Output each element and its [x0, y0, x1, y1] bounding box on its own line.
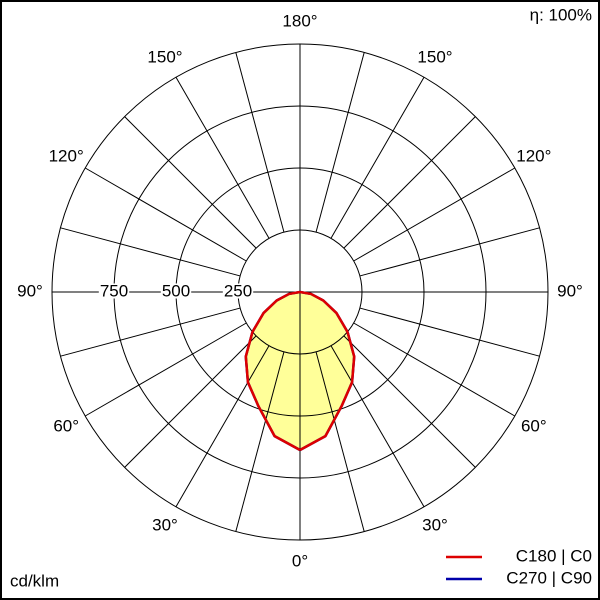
- spoke: [84, 167, 247, 262]
- angle-label: 60°: [521, 416, 547, 435]
- intensity-curve: [244, 290, 301, 452]
- angle-label-bg: [420, 516, 450, 534]
- intensity-curve: [299, 290, 356, 452]
- angle-label-bg: [280, 12, 320, 30]
- ring-label: 500: [162, 281, 190, 300]
- angle-label: 180°: [282, 11, 317, 30]
- angle-label-bg: [289, 552, 311, 570]
- legend-label: C270 | C90: [506, 568, 592, 587]
- curves: [244, 290, 356, 452]
- angle-label-bg: [415, 48, 455, 66]
- legend: C180 | C0 C270 | C90: [446, 546, 592, 587]
- angle-label: 30°: [152, 515, 178, 534]
- angle-label: 150°: [147, 48, 182, 67]
- angle-label-bg: [555, 282, 585, 300]
- angle-label: 60°: [53, 416, 79, 435]
- spoke: [359, 227, 540, 277]
- angle-label: 90°: [557, 281, 583, 300]
- spoke: [343, 335, 476, 468]
- labels: 250 500 750 0° 30° 30° 60° 60° 90° 90° 120° 120° 150…: [15, 11, 585, 570]
- angle-label: 120°: [516, 146, 551, 165]
- ring-label-bg: [98, 283, 130, 299]
- angle-label-bg: [518, 417, 549, 435]
- angle-label: 30°: [422, 515, 448, 534]
- ring-label-bg: [222, 283, 254, 299]
- spoke: [84, 322, 247, 417]
- efficiency-note: η: 100%: [530, 5, 592, 24]
- legend-label: C180 | C0: [516, 546, 592, 565]
- spoke: [330, 345, 425, 508]
- angle-label-bg: [51, 417, 82, 435]
- spoke: [315, 52, 365, 233]
- ring-label-bg: [160, 283, 192, 299]
- spoke: [124, 116, 257, 249]
- spoke: [235, 52, 285, 233]
- spoke: [60, 227, 241, 277]
- spoke: [315, 351, 365, 532]
- spoke: [175, 345, 270, 508]
- unit-label: cd/klm: [10, 571, 59, 590]
- ring-label: 250: [224, 281, 252, 300]
- angle-label: 150°: [417, 48, 452, 67]
- spoke: [330, 76, 425, 239]
- spoke: [359, 307, 540, 357]
- angle-label-bg: [15, 282, 45, 300]
- angle-label: 90°: [17, 281, 43, 300]
- outer-ring: [51, 43, 549, 541]
- ring-label: 750: [100, 281, 128, 300]
- spoke: [235, 351, 285, 532]
- angle-label: 120°: [49, 146, 84, 165]
- angle-label: 0°: [292, 551, 308, 570]
- angle-label-bg: [150, 516, 180, 534]
- spoke: [60, 307, 241, 357]
- spoke: [175, 76, 270, 239]
- spoke: [124, 335, 257, 468]
- spoke: [343, 116, 476, 249]
- angle-label-bg: [46, 147, 86, 165]
- spoke: [353, 322, 516, 417]
- angle-label-bg: [145, 48, 185, 66]
- angle-label-bg: [514, 147, 554, 165]
- spoke: [353, 167, 516, 262]
